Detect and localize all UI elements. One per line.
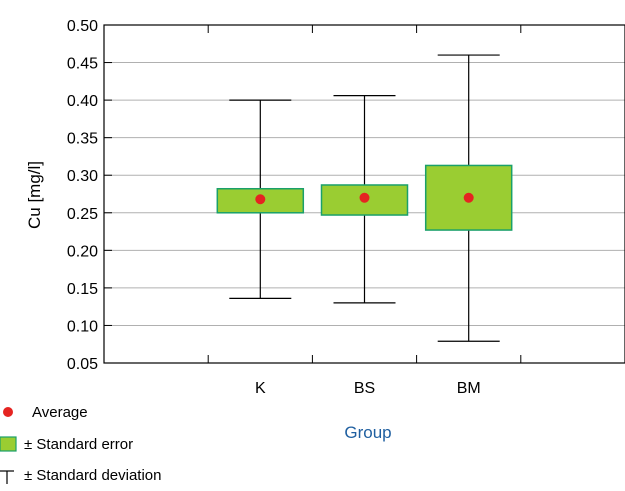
legend: Average ± Standard error ± Standard devi… — [0, 404, 162, 484]
plot-marks — [216, 54, 513, 342]
y-tick-label: 0.20 — [67, 243, 98, 260]
group-bs — [320, 95, 409, 304]
y-tick-label: 0.15 — [67, 281, 98, 298]
axis-ticks: 0.05 0.10 0.15 0.20 0.25 0.30 0.35 0.40 0.45 0.50… — [67, 18, 522, 397]
legend-standard-error-label: ± Standard error — [24, 436, 133, 453]
x-tick-label: BM — [457, 380, 481, 397]
y-tick-label: 0.40 — [67, 93, 98, 110]
y-tick-label: 0.45 — [67, 56, 98, 73]
x-tick-label: K — [255, 380, 266, 397]
mean-dot — [463, 192, 474, 203]
legend-standard-error-box — [0, 436, 17, 452]
mean-dot — [359, 192, 370, 203]
legend-standard-deviation-whisker — [0, 470, 14, 484]
x-tick-label: BS — [354, 380, 375, 397]
legend-average-label: Average — [32, 404, 88, 421]
y-tick-label: 0.10 — [67, 318, 98, 335]
y-tick-label: 0.35 — [67, 131, 98, 148]
y-tick-label: 0.25 — [67, 206, 98, 223]
legend-standard-deviation-label: ± Standard deviation — [24, 467, 162, 484]
y-tick-label: 0.50 — [67, 18, 98, 35]
legend-average-dot — [3, 407, 13, 417]
y-tick-label: 0.05 — [67, 356, 98, 373]
x-axis-title: Group — [344, 423, 391, 442]
group-k — [216, 99, 305, 300]
plot-frame — [103, 24, 625, 364]
y-axis-title: Cu [mg/l] — [25, 161, 44, 229]
mean-dot — [255, 194, 266, 205]
y-tick-label: 0.30 — [67, 168, 98, 185]
group-bm — [424, 54, 513, 342]
